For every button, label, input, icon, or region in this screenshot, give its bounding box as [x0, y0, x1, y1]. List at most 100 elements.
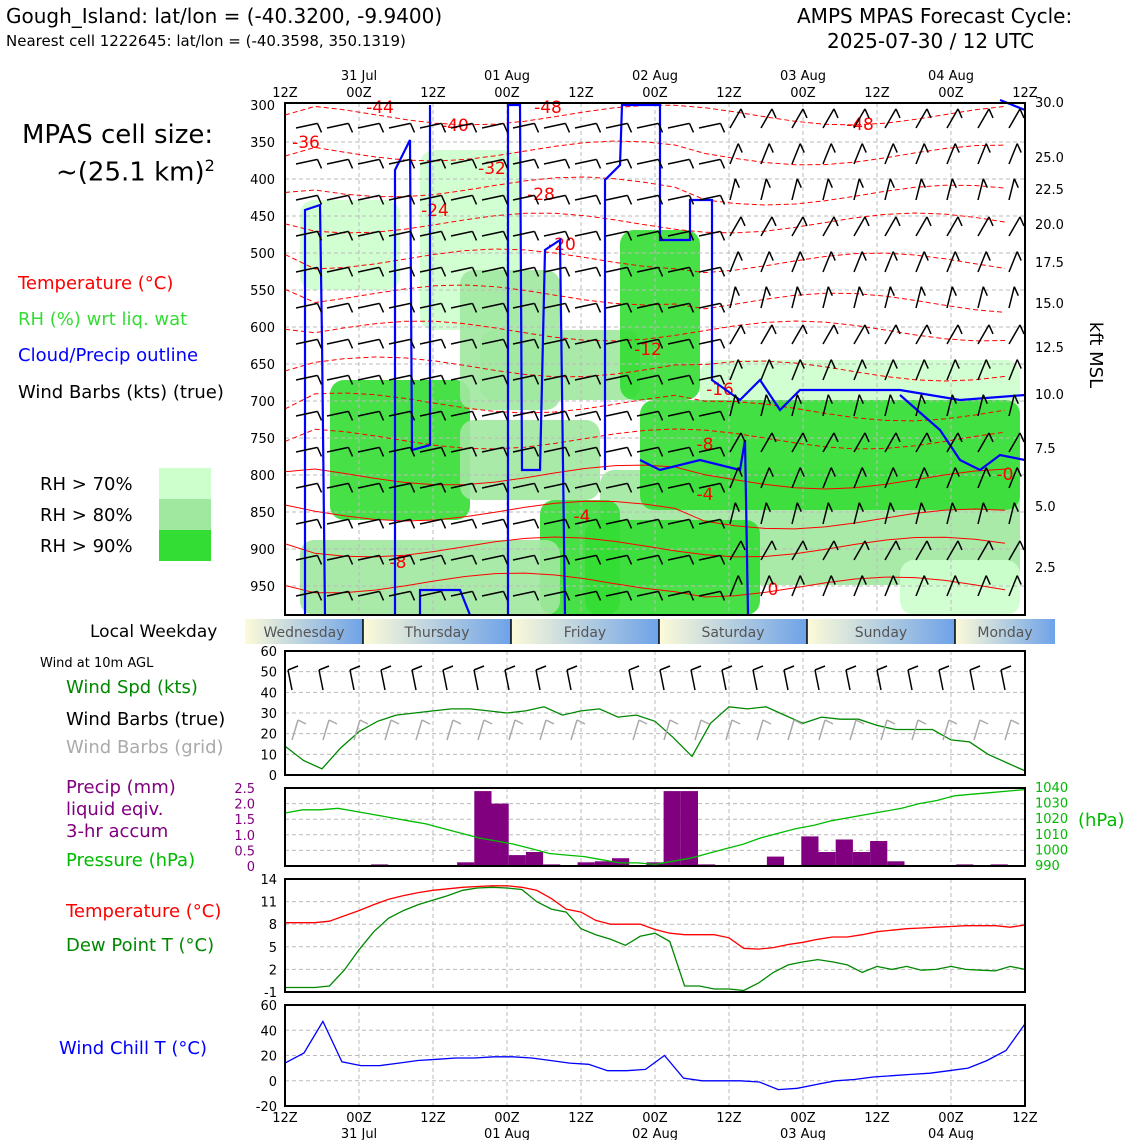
wind-barb	[295, 410, 318, 417]
wind-barb-flag	[827, 502, 833, 513]
wind-barb-flag	[1016, 575, 1022, 585]
wind-barb	[450, 302, 473, 309]
wind-barb-flag	[799, 467, 805, 477]
wind-barb	[667, 338, 690, 345]
wind-barb	[450, 122, 473, 129]
wind-barb	[574, 230, 597, 237]
wind-barb-flag	[533, 411, 540, 421]
y-tick-label: 50	[260, 666, 277, 681]
pressure-tick-label: 500	[250, 247, 275, 262]
wind-barb-flag	[595, 123, 602, 133]
wind-barb-flag	[502, 231, 509, 241]
isotherm-line	[284, 320, 1006, 342]
grid-wind-barb-flag	[731, 719, 741, 725]
wind-barb	[977, 432, 990, 453]
wind-barb	[760, 432, 773, 453]
wind-barb-flag	[347, 159, 354, 169]
precip-bar	[508, 855, 526, 866]
height-tick-label: 10.0	[1035, 388, 1064, 403]
wind-barb-flag	[982, 178, 988, 189]
wind-barb	[295, 158, 318, 165]
wind-barb	[388, 446, 411, 453]
weekday-name: Saturday	[701, 625, 764, 641]
wind-barb-flag	[1019, 540, 1025, 551]
wind-barb-flag	[892, 143, 898, 153]
wind-barb	[698, 194, 721, 201]
wind-barb	[853, 540, 866, 561]
wind-barb-flag	[533, 555, 540, 565]
temperature-contour-label: -48	[846, 115, 874, 135]
wind-barb	[822, 324, 835, 345]
wind-barb-flag	[378, 339, 385, 349]
wind-barb	[791, 108, 804, 129]
top-time-tick-label: 00Z	[938, 86, 964, 101]
wind-barb	[977, 502, 985, 525]
wind-barb-flag	[895, 108, 901, 119]
isotherm-line	[284, 572, 1006, 598]
wind-barb	[574, 554, 597, 561]
wind-barb-flag	[796, 394, 802, 405]
windchill-label: Wind Chill T (°C)	[59, 1038, 207, 1059]
wind-barb-flag	[657, 123, 664, 133]
wind-barb	[1008, 432, 1021, 453]
wind-barb	[822, 432, 835, 453]
grid-wind-barb	[353, 719, 361, 741]
wind-barb-flag	[533, 267, 540, 277]
wind-barb	[636, 266, 659, 273]
wind-barb	[481, 194, 504, 201]
wind-barb	[419, 482, 442, 489]
true-wind-barb	[783, 669, 789, 691]
wind-barb-flag	[502, 519, 509, 529]
wind-barb	[295, 554, 318, 561]
cloud-outline	[899, 394, 1026, 472]
pressure-tick-label: 750	[250, 432, 275, 447]
wind-barb-flag	[440, 483, 447, 493]
wind-barb-flag	[347, 519, 354, 529]
wind-barb	[636, 338, 659, 345]
wind-barb-flag	[768, 251, 774, 261]
y-tick-label: 11	[260, 896, 277, 911]
true-wind-barb-flag	[938, 665, 950, 671]
wind-barb-flag	[771, 108, 777, 119]
grid-wind-barb-flag	[1010, 719, 1020, 725]
wind-barb	[419, 266, 442, 273]
wind-barb-flag	[440, 411, 447, 421]
wind-barb	[667, 590, 690, 597]
wind-barb	[760, 143, 770, 165]
wind-barb	[326, 446, 349, 453]
wind-barb-flag	[688, 231, 695, 241]
wind-barb	[450, 410, 473, 417]
precip-bar	[663, 791, 681, 866]
wind-barb-flag	[316, 339, 323, 349]
wind-barb	[481, 374, 504, 381]
grid-wind-barb-flag	[421, 719, 431, 725]
bottom-date-label: 03 Aug	[780, 1127, 826, 1140]
wind-barb-flag	[771, 216, 777, 227]
pressure-tick-label: 1030	[1035, 797, 1068, 812]
wind-barb	[791, 432, 804, 453]
wind-barb-flag	[347, 483, 354, 493]
wind-barb	[946, 178, 954, 201]
wind-barb	[822, 359, 832, 381]
wind-barb-flag	[378, 591, 385, 601]
wind-barb	[946, 143, 956, 165]
wind-barb	[512, 374, 535, 381]
wind-barb	[915, 216, 928, 237]
top-date-label: 03 Aug	[780, 69, 826, 84]
wind-barb-flag	[827, 394, 833, 405]
wind-barb	[760, 251, 770, 273]
wind-barb	[450, 446, 473, 453]
wind-barb-flag	[409, 447, 416, 457]
wind-barb	[760, 575, 770, 597]
wind-barb-flag	[923, 143, 929, 153]
wind-barb	[667, 410, 690, 417]
wind-barb	[388, 410, 411, 417]
wind-barb-flag	[316, 303, 323, 313]
wind-barb	[667, 194, 690, 201]
pressure-label: Pressure (hPa)	[66, 850, 196, 871]
wind-barb	[419, 554, 442, 561]
wind-barb-flag	[737, 467, 743, 477]
wind-barb-flag	[657, 411, 664, 421]
wind-barb-flag	[802, 108, 808, 119]
rh-region	[300, 200, 400, 290]
